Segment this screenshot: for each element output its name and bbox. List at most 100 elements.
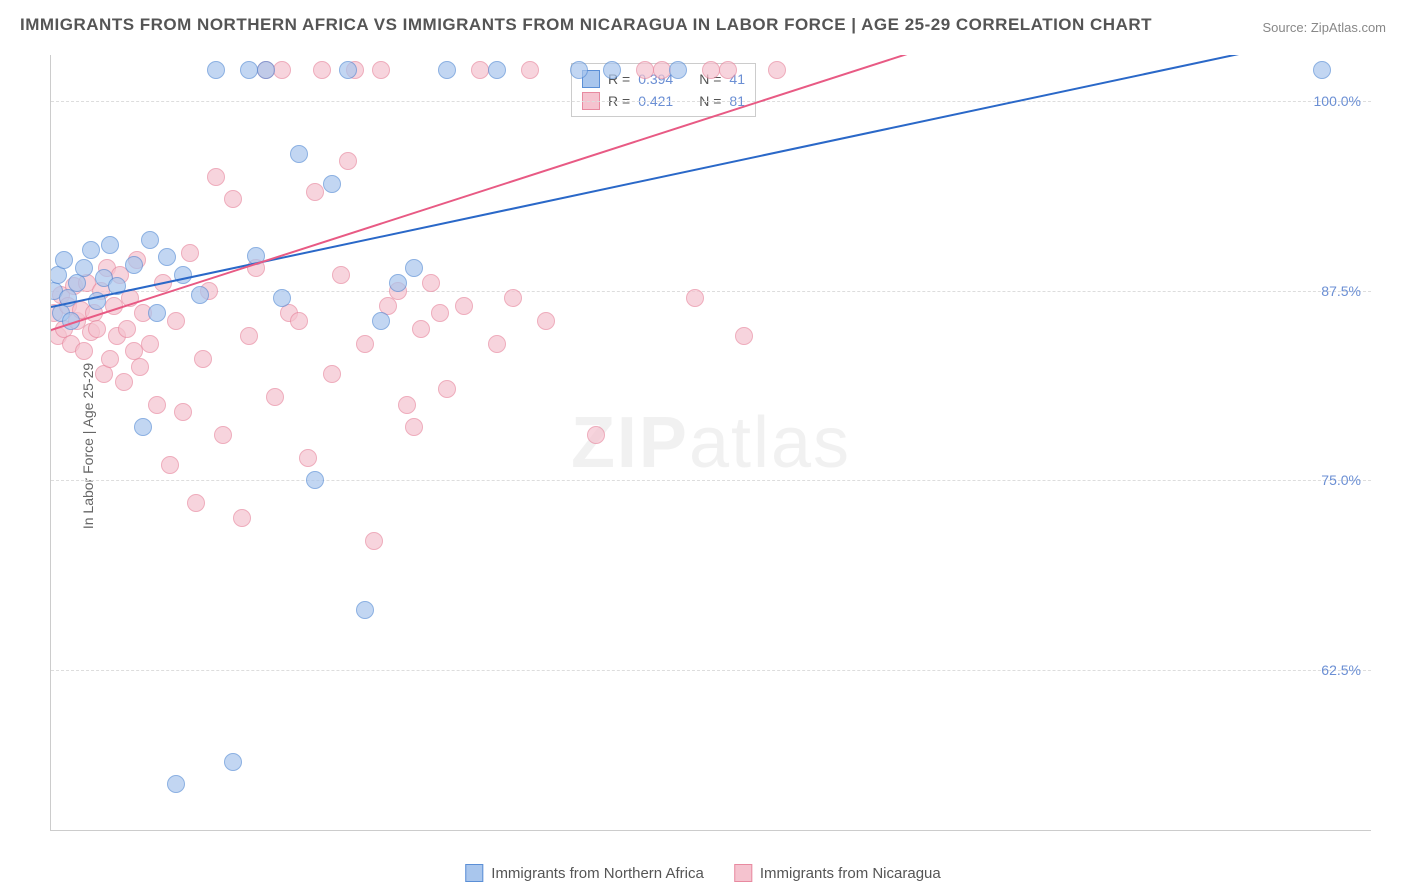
data-point	[412, 320, 430, 338]
data-point	[719, 61, 737, 79]
data-point	[339, 152, 357, 170]
legend-swatch	[734, 864, 752, 882]
data-point	[134, 418, 152, 436]
plot-area: ZIPatlas R = 0.394N = 41R = 0.421N = 81 …	[50, 55, 1371, 831]
data-point	[537, 312, 555, 330]
x-tick	[216, 830, 217, 831]
data-point	[101, 350, 119, 368]
legend-label: Immigrants from Nicaragua	[760, 865, 941, 882]
x-tick	[876, 830, 877, 831]
data-point	[488, 61, 506, 79]
x-tick	[1206, 830, 1207, 831]
gridline	[51, 101, 1371, 102]
data-point	[389, 274, 407, 292]
y-tick-label: 100.0%	[1314, 93, 1361, 109]
data-point	[504, 289, 522, 307]
gridline	[51, 480, 1371, 481]
data-point	[167, 775, 185, 793]
chart-title: IMMIGRANTS FROM NORTHERN AFRICA VS IMMIG…	[20, 15, 1152, 35]
data-point	[653, 61, 671, 79]
data-point	[306, 183, 324, 201]
data-point	[686, 289, 704, 307]
data-point	[332, 266, 350, 284]
data-point	[207, 168, 225, 186]
x-tick	[546, 830, 547, 831]
data-point	[174, 403, 192, 421]
data-point	[273, 289, 291, 307]
data-point	[702, 61, 720, 79]
data-point	[224, 190, 242, 208]
legend-swatch	[465, 864, 483, 882]
data-point	[207, 61, 225, 79]
data-point	[240, 61, 258, 79]
data-point	[148, 396, 166, 414]
x-tick	[711, 830, 712, 831]
legend-item: Immigrants from Northern Africa	[465, 864, 704, 882]
data-point	[82, 241, 100, 259]
data-point	[181, 244, 199, 262]
data-point	[125, 256, 143, 274]
data-point	[299, 449, 317, 467]
legend-label: Immigrants from Northern Africa	[491, 865, 704, 882]
data-point	[438, 380, 456, 398]
data-point	[167, 312, 185, 330]
data-point	[1313, 61, 1331, 79]
series-legend: Immigrants from Northern Africa Immigrant…	[465, 864, 940, 882]
data-point	[257, 61, 275, 79]
data-point	[101, 236, 119, 254]
data-point	[187, 494, 205, 512]
data-point	[488, 335, 506, 353]
data-point	[131, 358, 149, 376]
data-point	[365, 532, 383, 550]
data-point	[431, 304, 449, 322]
data-point	[356, 601, 374, 619]
data-point	[158, 248, 176, 266]
data-point	[471, 61, 489, 79]
y-tick-label: 75.0%	[1321, 472, 1361, 488]
data-point	[323, 175, 341, 193]
x-tick	[1041, 830, 1042, 831]
data-point	[587, 426, 605, 444]
data-point	[768, 61, 786, 79]
y-tick-label: 87.5%	[1321, 283, 1361, 299]
data-point	[405, 418, 423, 436]
data-point	[214, 426, 232, 444]
data-point	[75, 259, 93, 277]
data-point	[191, 286, 209, 304]
data-point	[306, 471, 324, 489]
data-point	[290, 145, 308, 163]
legend-item: Immigrants from Nicaragua	[734, 864, 941, 882]
data-point	[372, 61, 390, 79]
data-point	[141, 335, 159, 353]
data-point	[118, 320, 136, 338]
data-point	[356, 335, 374, 353]
watermark: ZIPatlas	[571, 402, 851, 484]
data-point	[161, 456, 179, 474]
data-point	[669, 61, 687, 79]
data-point	[55, 251, 73, 269]
data-point	[339, 61, 357, 79]
data-point	[398, 396, 416, 414]
data-point	[88, 320, 106, 338]
data-point	[194, 350, 212, 368]
chart-container: IMMIGRANTS FROM NORTHERN AFRICA VS IMMIG…	[0, 0, 1406, 892]
data-point	[240, 327, 258, 345]
data-point	[148, 304, 166, 322]
data-point	[438, 61, 456, 79]
data-point	[603, 61, 621, 79]
data-point	[141, 231, 159, 249]
y-tick-label: 62.5%	[1321, 662, 1361, 678]
data-point	[422, 274, 440, 292]
x-tick	[381, 830, 382, 831]
gridline	[51, 670, 1371, 671]
data-point	[266, 388, 284, 406]
data-point	[455, 297, 473, 315]
data-point	[233, 509, 251, 527]
data-point	[313, 61, 331, 79]
data-point	[735, 327, 753, 345]
data-point	[521, 61, 539, 79]
data-point	[405, 259, 423, 277]
data-point	[273, 61, 291, 79]
data-point	[570, 61, 588, 79]
data-point	[372, 312, 390, 330]
